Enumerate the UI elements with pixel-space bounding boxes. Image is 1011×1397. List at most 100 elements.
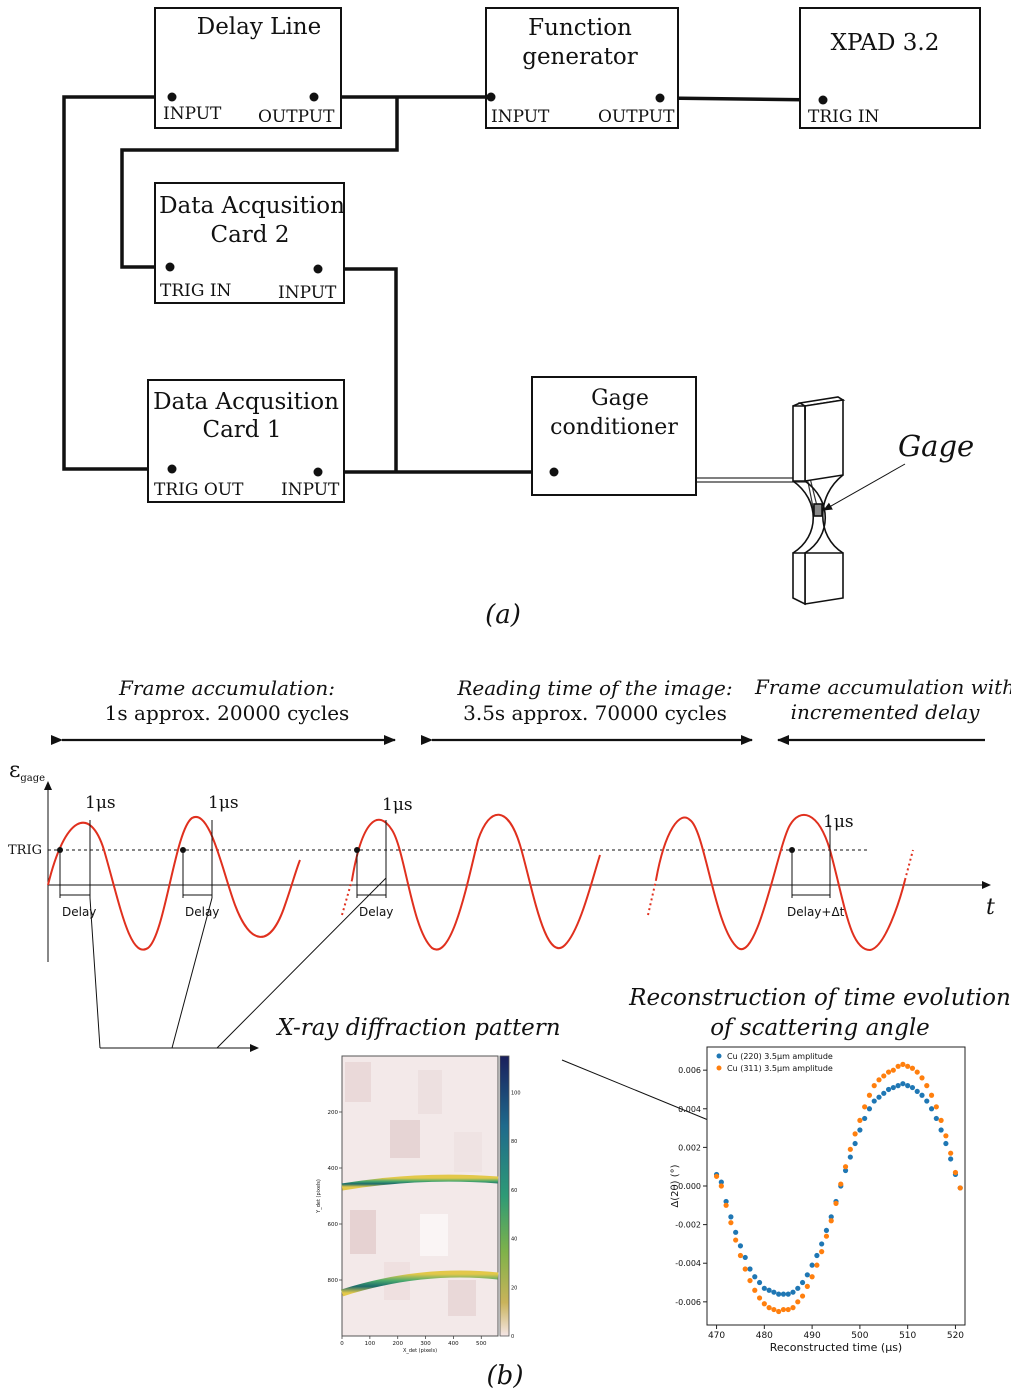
data-point-220 [819, 1241, 825, 1247]
data-point-220 [909, 1084, 916, 1091]
reconstruction-chart: 470 480 490 500 510 520 -0.006 -0.004 -0.002 0.00… [670, 1046, 966, 1354]
data-point-220 [809, 1262, 815, 1268]
colorbar [499, 1055, 510, 1337]
data-point-311 [842, 1164, 849, 1170]
function-generator-box [485, 7, 679, 129]
us-label-1: 1μs [85, 793, 116, 813]
data-point-220 [933, 1115, 939, 1122]
strain-wave-3 [655, 814, 906, 952]
legend-marker-311 [716, 1065, 722, 1071]
cbar-tick-label: 100 [511, 1091, 521, 1097]
data-point-220 [881, 1090, 887, 1096]
data-point-311 [747, 1277, 753, 1284]
legend-label-220: Cu (220) 3.5μm amplitude [727, 1052, 833, 1061]
data-point-220 [871, 1098, 877, 1104]
det-xtick-label: 0 [340, 1341, 344, 1347]
delay-bracket-3 [356, 820, 387, 898]
data-point-311 [857, 1117, 863, 1123]
data-point-220 [943, 1140, 949, 1147]
data-point-220 [857, 1127, 863, 1133]
wire-fg-output-to-xpad [659, 96, 824, 102]
fg-output-dot [655, 93, 665, 103]
phase2-line2: 3.5s approx. 70000 cycles [463, 701, 727, 725]
us-label-4: 1μs [823, 812, 854, 832]
data-point-311 [928, 1092, 935, 1098]
data-point-311 [790, 1305, 796, 1311]
data-point-311 [948, 1150, 954, 1156]
gage-conditioner-title-line1: Gage [591, 386, 649, 411]
data-point-311 [823, 1233, 830, 1239]
data-point-311 [885, 1069, 892, 1075]
data-point-311 [919, 1075, 925, 1081]
data-point-311 [756, 1295, 763, 1301]
data-point-311 [713, 1173, 720, 1179]
daq1-title-line1: Data Acqusition [153, 389, 339, 415]
data-point-220 [823, 1227, 830, 1234]
data-point-220 [728, 1214, 734, 1220]
data-point-311 [728, 1220, 734, 1226]
link-lines [89, 877, 387, 1049]
data-point-220 [842, 1167, 849, 1174]
delay-line-input-label: INPUT [163, 104, 222, 124]
phase1-line1: Frame accumulation: [118, 676, 335, 700]
y-axis-label: εgage [9, 758, 45, 784]
wave-2-lead [341, 879, 353, 916]
delay-bracket-1 [59, 820, 91, 898]
data-point-220 [742, 1254, 748, 1261]
det-ytick-label: 400 [328, 1166, 339, 1172]
data-point-220 [780, 1291, 787, 1297]
data-point-311 [795, 1299, 801, 1305]
delay-bracket-4 [791, 825, 831, 898]
daq2-box [154, 182, 345, 304]
data-point-311 [833, 1200, 839, 1206]
data-point-220 [733, 1229, 739, 1235]
data-point-311 [718, 1183, 724, 1189]
wire-trigout-to-delay-input [62, 95, 172, 471]
daq2-input-dot [313, 264, 323, 274]
xpad-trig-in-label: TRIG IN [808, 107, 880, 127]
chart-xtick-label: 470 [708, 1331, 725, 1341]
strain-wave-2 [351, 813, 601, 951]
data-point-311 [871, 1083, 877, 1089]
data-point-220 [723, 1198, 729, 1205]
daq1-trig-out-dot [167, 464, 177, 474]
det-xtick-label: 400 [448, 1341, 459, 1347]
data-point-311 [809, 1274, 815, 1280]
data-point-311 [900, 1061, 906, 1067]
cbar-tick-label: 0 [511, 1334, 514, 1340]
data-point-220 [776, 1291, 782, 1297]
chart-xtick-label: 510 [899, 1331, 916, 1341]
daq1-box [147, 379, 345, 503]
chart-legend: Cu (220) 3.5μm amplitude Cu (311) 3.5μm … [716, 1052, 833, 1073]
data-point-311 [799, 1293, 806, 1299]
chart-ytick-label: -0.004 [675, 1259, 701, 1268]
data-point-220 [804, 1272, 810, 1278]
data-point-220 [747, 1266, 753, 1272]
data-point-220 [924, 1098, 930, 1104]
data-point-311 [742, 1266, 748, 1272]
daq1-trig-out-label: TRIG OUT [154, 480, 244, 500]
det-ytick-label: 200 [328, 1110, 339, 1116]
delay-dt-label: Delay+Δt [787, 905, 845, 919]
data-point-311 [938, 1117, 944, 1123]
delay-output-dot [309, 92, 319, 102]
xrd-title: X-ray diffraction pattern [275, 1015, 560, 1041]
det-xtick-label: 300 [420, 1341, 431, 1347]
daq2-input-label: INPUT [278, 283, 337, 303]
det-ytick-label: 600 [328, 1222, 339, 1228]
cbar-tick-label: 80 [511, 1139, 517, 1145]
data-point-311 [752, 1287, 758, 1293]
gage-pointer [823, 463, 906, 511]
data-point-311 [852, 1131, 858, 1137]
data-point-311 [761, 1301, 767, 1307]
det-xlabel: X_det (pixels) [403, 1348, 437, 1354]
data-point-311 [737, 1252, 744, 1259]
fg-input-label: INPUT [491, 107, 550, 127]
x-axis-label: t [986, 895, 995, 920]
phase2-line1: Reading time of the image: [456, 676, 732, 700]
delay-line-title: Delay Line [197, 14, 321, 40]
data-point-220 [828, 1214, 834, 1220]
delay-input-dot [167, 92, 177, 102]
fg-input-dot [486, 92, 496, 102]
